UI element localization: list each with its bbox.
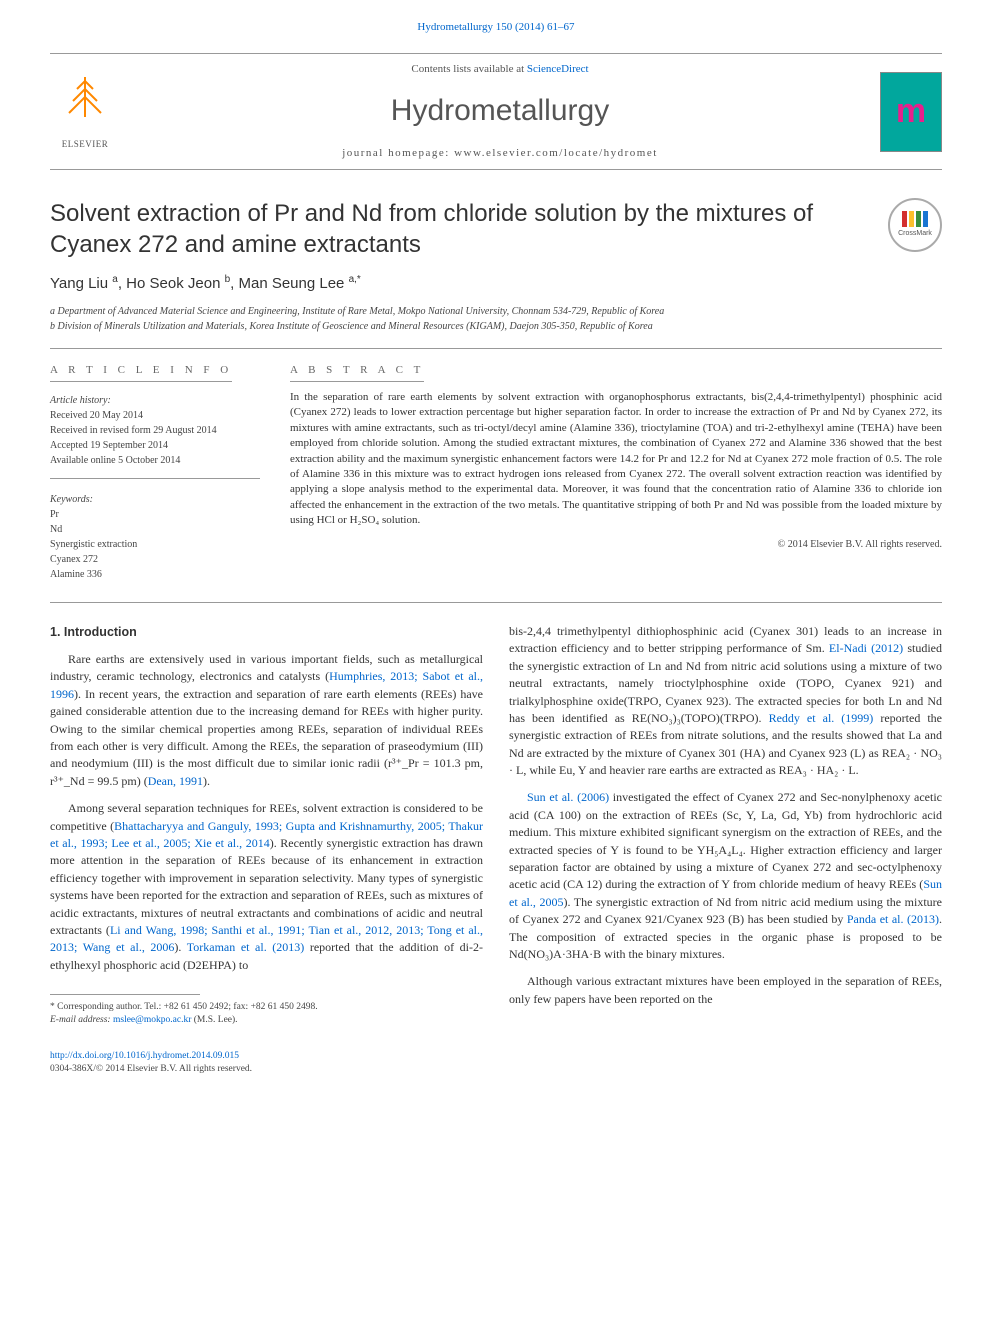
journal-header: ELSEVIER Contents lists available at Sci…	[50, 53, 942, 170]
article-info-heading: A R T I C L E I N F O	[50, 363, 232, 382]
affiliation-b: b Division of Minerals Utilization and M…	[50, 319, 942, 334]
ref-link[interactable]: Reddy et al. (1999)	[769, 711, 874, 725]
email-line: E-mail address: mslee@mokpo.ac.kr (M.S. …	[50, 1014, 483, 1027]
ref-link[interactable]: El-Nadi (2012)	[829, 641, 903, 655]
journal-cover-thumbnail[interactable]: m	[880, 72, 942, 152]
kw-divider	[50, 478, 260, 479]
abstract-copyright: © 2014 Elsevier B.V. All rights reserved…	[290, 538, 942, 552]
affiliations: a Department of Advanced Material Scienc…	[50, 304, 942, 334]
crossmark-icon	[902, 211, 928, 227]
bottom-divider	[50, 602, 942, 603]
elsevier-logo[interactable]: ELSEVIER	[50, 72, 120, 152]
footnote-divider	[50, 994, 200, 995]
keywords-label: Keywords:	[50, 493, 260, 507]
ref-link[interactable]: Panda et al. (2013)	[847, 912, 939, 926]
crossmark-badge[interactable]: CrossMark	[888, 198, 942, 252]
intro-p2: Among several separation techniques for …	[50, 800, 483, 974]
ref-link[interactable]: Dean, 1991	[148, 774, 203, 788]
keyword-1: Pr	[50, 507, 260, 522]
authors-line: Yang Liu a, Ho Seok Jeon b, Man Seung Le…	[50, 273, 942, 294]
page-footer: http://dx.doi.org/10.1016/j.hydromet.201…	[50, 1050, 942, 1077]
abstract-column: A B S T R A C T In the separation of rar…	[290, 363, 942, 582]
email-link[interactable]: mslee@mokpo.ac.kr	[113, 1015, 191, 1025]
keyword-2: Nd	[50, 522, 260, 537]
issue-citation[interactable]: Hydrometallurgy 150 (2014) 61–67	[50, 20, 942, 35]
crossmark-label: CrossMark	[898, 229, 932, 239]
accepted-line: Accepted 19 September 2014	[50, 438, 260, 453]
right-p2: Sun et al. (2006) investigated the effec…	[509, 789, 942, 963]
abstract-text: In the separation of rare earth elements…	[290, 390, 942, 529]
journal-name: Hydrometallurgy	[120, 90, 880, 132]
article-info-column: A R T I C L E I N F O Article history: R…	[50, 363, 260, 582]
affiliation-a: a Department of Advanced Material Scienc…	[50, 304, 942, 319]
elsevier-tree-icon	[63, 73, 107, 138]
body-column-left: 1. Introduction Rare earths are extensiv…	[50, 623, 483, 1028]
right-p3: Although various extractant mixtures hav…	[509, 973, 942, 1008]
article-title: Solvent extraction of Pr and Nd from chl…	[50, 198, 868, 260]
journal-homepage[interactable]: journal homepage: www.elsevier.com/locat…	[120, 146, 880, 161]
history-label: Article history:	[50, 394, 260, 408]
cover-graphic: m	[896, 88, 926, 136]
intro-p1: Rare earths are extensively used in vari…	[50, 651, 483, 790]
keyword-5: Alamine 336	[50, 567, 260, 582]
abstract-heading: A B S T R A C T	[290, 363, 424, 382]
intro-heading: 1. Introduction	[50, 623, 483, 641]
sciencedirect-link[interactable]: ScienceDirect	[527, 63, 589, 75]
header-center: Contents lists available at ScienceDirec…	[120, 62, 880, 161]
contents-line: Contents lists available at ScienceDirec…	[120, 62, 880, 77]
received-line: Received 20 May 2014	[50, 408, 260, 423]
info-abstract-row: A R T I C L E I N F O Article history: R…	[50, 363, 942, 582]
elsevier-name: ELSEVIER	[62, 138, 109, 151]
keyword-3: Synergistic extraction	[50, 537, 260, 552]
right-p1: bis-2,4,4 trimethylpentyl dithiophosphin…	[509, 623, 942, 780]
body-column-right: bis-2,4,4 trimethylpentyl dithiophosphin…	[509, 623, 942, 1028]
doi-link[interactable]: http://dx.doi.org/10.1016/j.hydromet.201…	[50, 1051, 239, 1061]
body-columns: 1. Introduction Rare earths are extensiv…	[50, 623, 942, 1028]
corresponding-line: * Corresponding author. Tel.: +82 61 450…	[50, 1001, 483, 1014]
ref-link[interactable]: Sun et al. (2006)	[527, 790, 609, 804]
online-line: Available online 5 October 2014	[50, 453, 260, 468]
title-row: Solvent extraction of Pr and Nd from chl…	[50, 198, 942, 260]
corresponding-footnote: * Corresponding author. Tel.: +82 61 450…	[50, 1001, 483, 1028]
contents-prefix: Contents lists available at	[411, 63, 526, 75]
ref-link[interactable]: Torkaman et al. (2013)	[187, 940, 305, 954]
divider	[50, 348, 942, 349]
revised-line: Received in revised form 29 August 2014	[50, 423, 260, 438]
issn-line: 0304-386X/© 2014 Elsevier B.V. All right…	[50, 1063, 942, 1076]
keyword-4: Cyanex 272	[50, 552, 260, 567]
